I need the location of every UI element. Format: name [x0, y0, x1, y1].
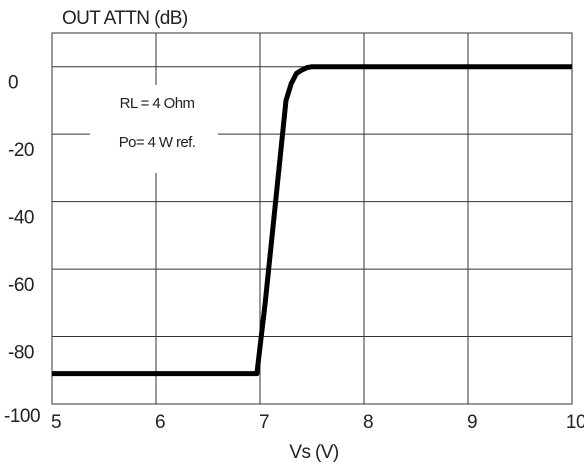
x-tick-labels: 5 6 7 8 9 10 — [51, 412, 584, 433]
y-tick-labels: 0 -20 -40 -60 -80 -100 — [4, 73, 41, 427]
x-tick-label-0: 5 — [51, 412, 61, 433]
x-axis-title: Vs (V) — [289, 442, 338, 463]
plot-frame — [51, 32, 573, 405]
annotation-box: RL = 4 Ohm Po= 4 W ref. — [90, 85, 218, 173]
x-tick-label-1: 6 — [155, 412, 165, 433]
x-tick-label-5: 10 — [566, 412, 584, 433]
annotation-background — [90, 85, 218, 173]
y-tick-label-4: -80 — [8, 343, 34, 364]
annotation-load: RL = 4 Ohm — [120, 95, 195, 112]
x-tick-label-3: 8 — [363, 412, 373, 433]
y-tick-label-1: -20 — [8, 140, 34, 161]
y-tick-label-3: -60 — [8, 275, 34, 296]
attenuation-curve — [52, 64, 572, 377]
y-tick-label-2: -40 — [8, 208, 34, 229]
y-tick-label-5: -100 — [4, 406, 40, 427]
y-axis-title: OUT ATTN (dB) — [62, 8, 188, 29]
x-tick-label-2: 7 — [259, 412, 269, 433]
x-tick-label-4: 9 — [467, 412, 477, 433]
annotation-power-ref: Po= 4 W ref. — [119, 134, 196, 151]
y-tick-label-0: 0 — [8, 73, 18, 94]
